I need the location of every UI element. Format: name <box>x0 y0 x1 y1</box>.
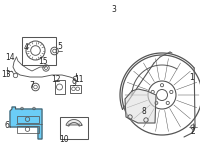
Text: 3: 3 <box>112 5 116 14</box>
Text: 1: 1 <box>190 72 194 81</box>
Text: 11: 11 <box>74 75 84 83</box>
Polygon shape <box>10 107 42 139</box>
Text: 12: 12 <box>51 75 61 83</box>
Bar <box>17 116 39 122</box>
Bar <box>54 80 64 94</box>
Text: 14: 14 <box>5 52 15 61</box>
Bar <box>70 85 81 93</box>
Bar <box>60 117 88 139</box>
Text: 6: 6 <box>5 121 9 130</box>
Text: 4: 4 <box>24 42 28 51</box>
Bar <box>22 37 56 65</box>
Text: 7: 7 <box>30 81 34 90</box>
Bar <box>17 126 39 132</box>
Text: 13: 13 <box>1 70 11 78</box>
Text: 2: 2 <box>191 127 195 136</box>
Polygon shape <box>125 89 156 123</box>
Text: 9: 9 <box>72 78 76 87</box>
Text: 15: 15 <box>38 56 48 66</box>
Text: 8: 8 <box>142 106 146 116</box>
Text: 10: 10 <box>59 136 69 145</box>
Text: 5: 5 <box>58 41 62 51</box>
Polygon shape <box>66 120 82 126</box>
